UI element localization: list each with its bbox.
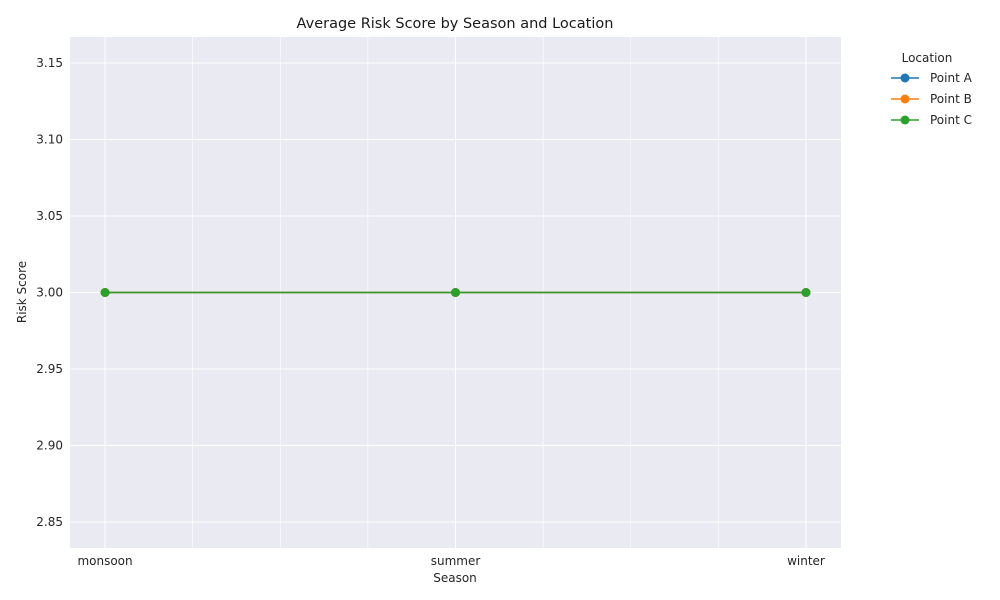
x-tick-label: winter — [787, 554, 825, 568]
y-tick-label: 3.00 — [36, 286, 63, 300]
y-tick-label: 3.05 — [36, 209, 63, 223]
series-lines — [100, 288, 811, 297]
x-axis-label: Season — [433, 571, 477, 585]
y-tick-label: 3.10 — [36, 133, 63, 147]
data-point — [801, 288, 811, 297]
x-tick-label: summer — [431, 554, 481, 568]
legend-item: Point A — [891, 71, 973, 85]
legend-item: Point B — [891, 92, 972, 106]
legend-label: Point C — [930, 113, 972, 127]
series-point-c — [100, 288, 811, 297]
chart-title: Average Risk Score by Season and Locatio… — [297, 16, 614, 32]
y-tick-label: 3.15 — [36, 56, 63, 70]
y-tick-label: 2.85 — [36, 515, 63, 529]
data-point — [451, 288, 460, 297]
legend-swatch-marker — [900, 115, 910, 125]
legend-items: Point A Point B Point C — [891, 71, 973, 127]
data-point — [100, 288, 110, 297]
tick-labels: 2.85 2.90 2.95 3.00 3.05 3.10 3.15 monsoon summe… — [36, 56, 825, 568]
legend-swatch-marker — [900, 73, 910, 83]
legend-swatch-marker — [900, 94, 910, 104]
y-tick-label: 2.90 — [36, 438, 63, 452]
y-tick-label: 2.95 — [36, 362, 63, 376]
legend-label: Point A — [930, 71, 973, 85]
legend-title: Location — [902, 51, 953, 65]
legend-label: Point B — [930, 92, 972, 106]
legend-item: Point C — [891, 113, 972, 127]
legend: Location Point A Point B Point C — [891, 51, 973, 127]
y-axis-label: Risk Score — [15, 261, 29, 323]
x-tick-label: monsoon — [77, 554, 132, 568]
